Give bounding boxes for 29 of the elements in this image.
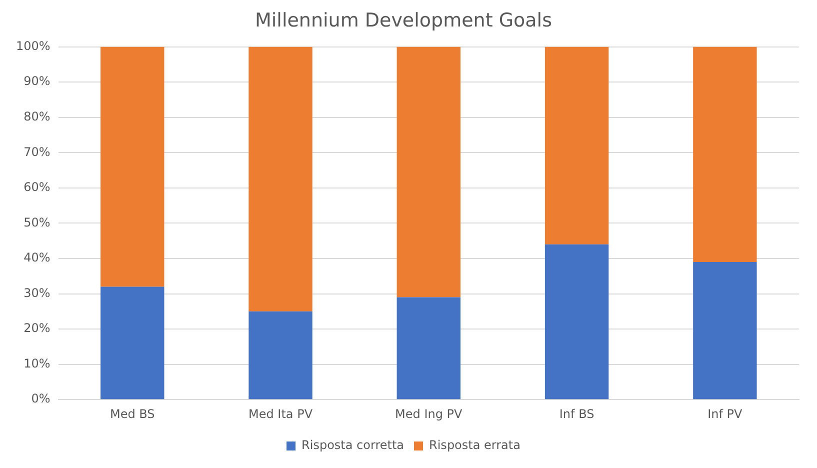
bar (100, 46, 164, 287)
y-tick-label: 80% (24, 109, 50, 124)
y-tick-label: 90% (24, 74, 50, 88)
y-tick-label: 30% (24, 286, 50, 300)
bar (396, 46, 461, 298)
y-tick-label: 50% (24, 215, 50, 230)
bar (100, 286, 164, 400)
legend-label: Risposta errata (429, 438, 520, 452)
chart-title: Millennium Development Goals (255, 9, 552, 32)
y-tick-label: 10% (24, 356, 50, 370)
x-tick-label: Med Ita PV (248, 406, 314, 421)
y-tick-label: 70% (24, 144, 50, 159)
x-tick-label: Med BS (110, 406, 155, 421)
y-tick-label: 20% (24, 321, 50, 336)
x-tick-label: Med Ing PV (395, 406, 464, 421)
y-tick-label: 40% (24, 250, 50, 265)
x-tick-label: Inf PV (708, 406, 744, 421)
bar (544, 46, 609, 244)
legend-label: Risposta corretta (302, 438, 404, 452)
y-tick-label: 0% (31, 392, 50, 406)
y-tick-label: 60% (24, 180, 50, 194)
y-tick-label: 100% (16, 38, 50, 53)
x-tick-label: Inf BS (559, 406, 594, 421)
bar (693, 46, 757, 262)
bar (396, 297, 461, 400)
bar (693, 262, 757, 400)
bar (248, 46, 312, 312)
bar (248, 311, 312, 400)
bar (544, 244, 609, 400)
